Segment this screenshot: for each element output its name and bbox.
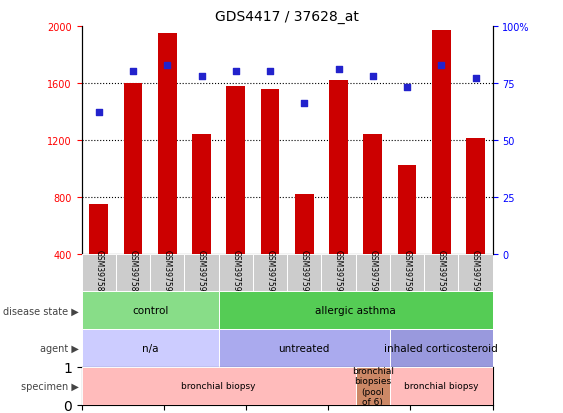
Bar (218, 292, 493, 330)
Text: GSM397588: GSM397588 (94, 250, 103, 296)
Bar (356, 367, 390, 405)
Bar (432, 31, 450, 254)
Text: control: control (132, 306, 168, 316)
Text: GSM397595: GSM397595 (334, 249, 343, 296)
Bar (82, 367, 356, 405)
Bar (363, 135, 382, 254)
Bar (218, 330, 390, 367)
Point (163, 62, 172, 69)
Bar (356, 254, 390, 292)
Bar (329, 81, 348, 254)
Text: GSM397598: GSM397598 (437, 250, 446, 296)
Text: GSM397599: GSM397599 (471, 249, 480, 296)
Bar (124, 83, 142, 254)
Text: untreated: untreated (279, 343, 330, 353)
Title: GDS4417 / 37628_at: GDS4417 / 37628_at (215, 10, 359, 24)
Point (403, 85, 412, 91)
Text: agent ▶: agent ▶ (40, 343, 79, 353)
Point (471, 76, 480, 82)
Bar (253, 254, 287, 292)
Text: GSM397593: GSM397593 (266, 249, 275, 296)
Text: inhaled corticosteroid: inhaled corticosteroid (385, 343, 498, 353)
Text: GSM397597: GSM397597 (403, 249, 412, 296)
Text: bronchial biopsy: bronchial biopsy (181, 382, 256, 390)
Text: GSM397591: GSM397591 (197, 250, 206, 296)
Bar (226, 86, 245, 254)
Text: GSM397594: GSM397594 (300, 249, 309, 296)
Bar (458, 254, 493, 292)
Text: disease state ▶: disease state ▶ (3, 306, 79, 316)
Text: n/a: n/a (142, 343, 158, 353)
Point (231, 69, 240, 76)
Point (128, 69, 137, 76)
Text: bronchial biopsy: bronchial biopsy (404, 382, 479, 390)
Point (94, 110, 103, 116)
Bar (424, 254, 458, 292)
Bar (90, 204, 108, 254)
Bar (321, 254, 356, 292)
Bar (82, 254, 116, 292)
Bar (218, 254, 253, 292)
Text: specimen ▶: specimen ▶ (21, 381, 79, 391)
Text: allergic asthma: allergic asthma (315, 306, 396, 316)
Text: GSM397590: GSM397590 (163, 249, 172, 296)
Point (266, 69, 275, 76)
Text: GSM397592: GSM397592 (231, 250, 240, 296)
Point (437, 62, 446, 69)
Bar (261, 89, 279, 254)
Point (197, 74, 206, 80)
Bar (150, 254, 185, 292)
Bar (287, 254, 321, 292)
Bar (82, 330, 218, 367)
Text: bronchial
biopsies
(pool
of 6): bronchial biopsies (pool of 6) (352, 366, 394, 406)
Bar (397, 166, 417, 254)
Point (334, 66, 343, 73)
Bar (295, 195, 314, 254)
Bar (192, 135, 211, 254)
Text: GSM397596: GSM397596 (368, 249, 377, 296)
Bar (158, 34, 177, 254)
Bar (185, 254, 218, 292)
Bar (390, 367, 493, 405)
Bar (390, 254, 424, 292)
Bar (466, 139, 485, 254)
Point (368, 74, 377, 80)
Point (300, 101, 309, 107)
Bar (116, 254, 150, 292)
Bar (390, 330, 493, 367)
Text: GSM397589: GSM397589 (128, 250, 137, 296)
Bar (82, 292, 218, 330)
